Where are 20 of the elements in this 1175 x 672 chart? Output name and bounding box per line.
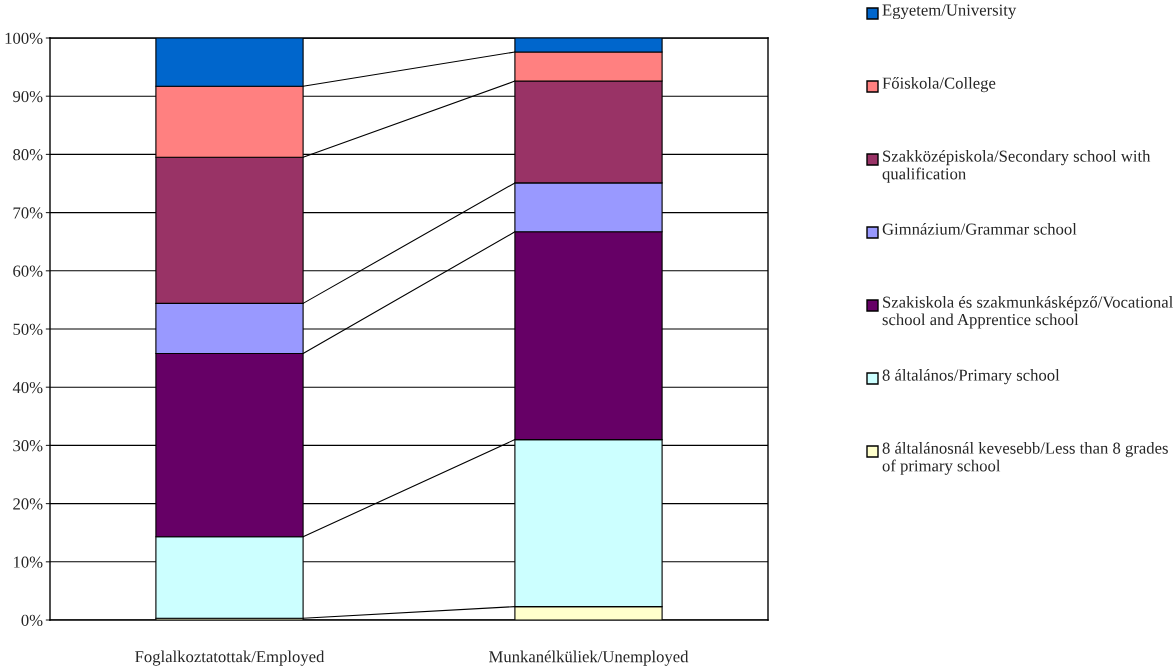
legend-label: 8 általánosnál kevesebb/Less than 8 grades of primary school (882, 442, 1168, 475)
y-tick-label: 70% (13, 207, 43, 219)
y-tick-label: 90% (13, 90, 43, 103)
legend-label: Szakközépiskola/Secondary school with qualification (882, 150, 1151, 183)
y-tick-label: 20% (13, 498, 43, 510)
y-tick-label: 0% (21, 614, 43, 626)
y-tick-label: 30% (13, 440, 43, 452)
y-tick-label: 80% (13, 149, 43, 161)
legend-label: Egyetem/University (882, 4, 1017, 20)
y-tick-label: 40% (12, 381, 43, 394)
y-tick-label: 60% (13, 265, 43, 277)
x-tick-label: Munkanélküliek/Unemployed (489, 650, 689, 666)
legend-label: Főiskola/College (882, 77, 996, 93)
y-tick-label: 50% (13, 323, 43, 335)
x-tick-label: Foglalkoztatottak/Employed (135, 650, 325, 666)
legend-label: 8 általános/Primary school (882, 369, 1060, 385)
y-tick-label: 10% (13, 556, 43, 568)
legend-label: Gimnázium/Grammar school (882, 222, 1077, 235)
legend-label: Szakiskola és szakmunkásképző/Vocational school and Apprentice school (882, 296, 1173, 329)
y-tick-label: 100% (5, 32, 43, 44)
